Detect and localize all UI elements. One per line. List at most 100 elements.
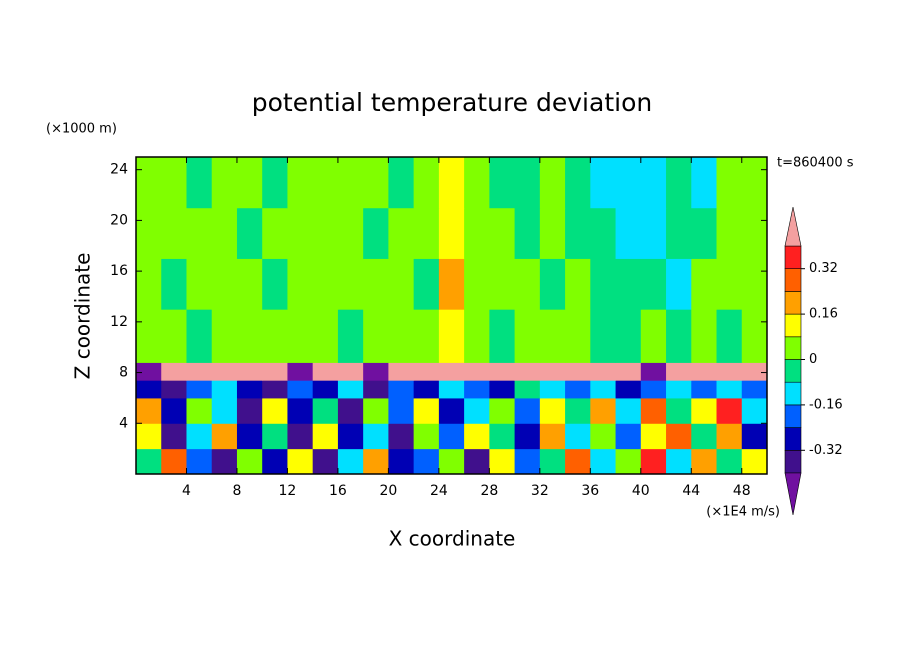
cell (337, 397, 364, 424)
cell (413, 448, 440, 475)
cell (186, 380, 213, 399)
cell (413, 207, 440, 259)
cell (413, 362, 440, 381)
cell (615, 380, 642, 399)
cell (312, 157, 339, 209)
cell (337, 423, 364, 450)
cell (211, 309, 238, 363)
cell (312, 362, 339, 381)
cell (287, 448, 314, 475)
cell (691, 362, 718, 381)
cell (136, 258, 162, 310)
x-tick-label: 36 (581, 483, 599, 499)
cell (464, 448, 490, 475)
cell (691, 423, 718, 450)
x-tick-label: 32 (531, 483, 549, 499)
cell (666, 207, 692, 259)
y-tick-label: 20 (110, 212, 128, 228)
cell (489, 448, 516, 475)
cell (590, 309, 617, 363)
cell (312, 309, 339, 363)
cell (741, 397, 768, 424)
cell (489, 397, 516, 424)
colorbar-segment (784, 404, 802, 428)
cell (539, 309, 566, 363)
cell (363, 309, 389, 363)
cell (741, 157, 768, 209)
colorbar-segment (784, 381, 802, 406)
cell (741, 362, 768, 381)
x-tick-label: 20 (379, 483, 397, 499)
cell (161, 309, 187, 363)
cell (161, 380, 187, 399)
cell (489, 380, 516, 399)
cell (741, 423, 768, 450)
cell (514, 157, 541, 209)
cell (388, 423, 415, 450)
colorbar-tick-label: -0.32 (809, 443, 843, 458)
cell (565, 258, 591, 310)
cell (236, 423, 263, 450)
field (136, 157, 768, 475)
colorbar-segment (784, 336, 802, 360)
cell (363, 448, 389, 475)
cell (438, 380, 465, 399)
cell (413, 397, 440, 424)
cell (363, 397, 389, 424)
cell (312, 448, 339, 475)
time-label: t=860400 s (777, 156, 854, 171)
cell (388, 157, 415, 209)
x-tick-label: 40 (632, 483, 650, 499)
cell (287, 397, 314, 424)
y-axis-label: Z coordinate (71, 253, 95, 380)
plot-frame (135, 156, 768, 475)
cell (136, 157, 162, 209)
cell (691, 207, 718, 259)
cell (236, 448, 263, 475)
colorbar-segment (784, 313, 802, 338)
colorbar-segment (784, 359, 802, 383)
cell (539, 380, 566, 399)
cell (514, 397, 541, 424)
x-tick-label: 24 (430, 483, 448, 499)
cell (262, 258, 288, 310)
cell (464, 157, 490, 209)
cell (363, 362, 389, 381)
cell (337, 207, 364, 259)
cell (640, 362, 667, 381)
cell (489, 258, 516, 310)
cell (236, 309, 263, 363)
cell (337, 362, 364, 381)
cell (489, 309, 516, 363)
cell (136, 207, 162, 259)
cell (312, 397, 339, 424)
cell (691, 380, 718, 399)
colorbar-segment (784, 449, 802, 474)
cell (590, 380, 617, 399)
cell (539, 157, 566, 209)
x-unit: (×1E4 m/s) (706, 505, 780, 520)
cell (161, 362, 187, 381)
cell (640, 157, 667, 209)
cell (514, 448, 541, 475)
x-tick-label: 16 (329, 483, 347, 499)
cell (363, 423, 389, 450)
cell (716, 207, 743, 259)
colorbar-extend-bottom (784, 472, 802, 516)
cell (691, 448, 718, 475)
cell (186, 397, 213, 424)
cell (615, 157, 642, 209)
cell (615, 362, 642, 381)
cell (691, 309, 718, 363)
cell (590, 157, 617, 209)
cell (666, 362, 692, 381)
cell (363, 157, 389, 209)
cell (565, 157, 591, 209)
cell (161, 207, 187, 259)
cell (438, 309, 465, 363)
colorbar-tick-label: 0.32 (809, 261, 838, 276)
cell (136, 423, 162, 450)
cell (312, 380, 339, 399)
cell (211, 258, 238, 310)
cell (438, 448, 465, 475)
